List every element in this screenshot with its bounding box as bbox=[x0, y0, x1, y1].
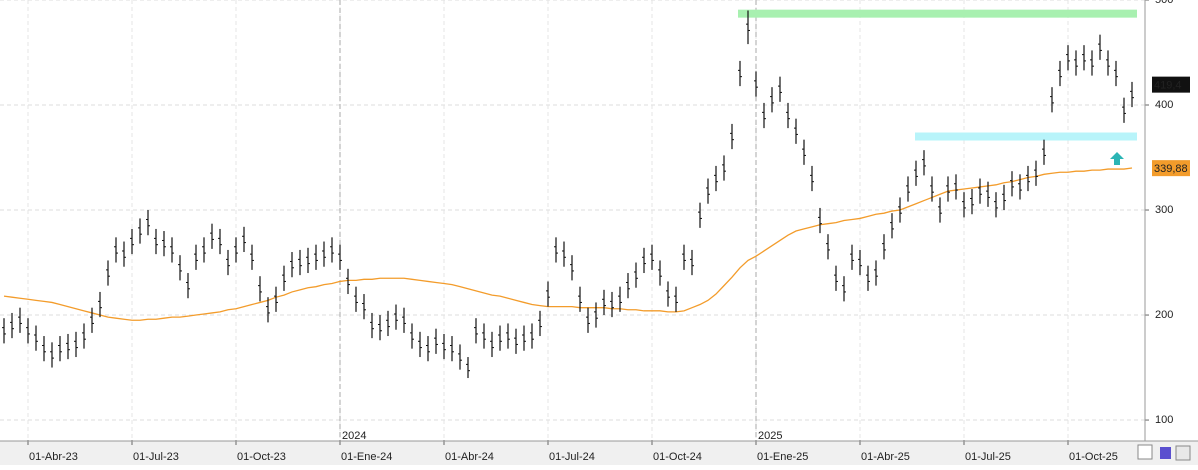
moving-average-line bbox=[3, 167, 1133, 321]
y-tick-label: 300 bbox=[1155, 204, 1173, 216]
x-tick-label: 01-Ene-25 bbox=[757, 451, 808, 463]
last-value-label: 339,88 bbox=[1154, 163, 1188, 175]
price-zone bbox=[738, 9, 1137, 18]
x-tick-label: 01-Oct-24 bbox=[653, 451, 702, 463]
grid-button[interactable] bbox=[1175, 445, 1191, 461]
x-tick-label: 01-Oct-25 bbox=[1069, 451, 1118, 463]
x-tick-label: 01-Oct-23 bbox=[237, 451, 286, 463]
x-tick-label: 01-Abr-24 bbox=[445, 451, 494, 463]
scale-button[interactable] bbox=[1137, 444, 1153, 460]
y-tick-label: 400 bbox=[1155, 99, 1173, 111]
x-tick-label: 01-Abr-25 bbox=[861, 451, 910, 463]
year-label: 2025 bbox=[758, 430, 782, 442]
year-label: 2024 bbox=[342, 430, 366, 442]
y-tick-label: 500 bbox=[1155, 0, 1173, 6]
x-axis-band bbox=[0, 441, 1198, 465]
x-tick-label: 01-Abr-23 bbox=[29, 451, 78, 463]
save-button[interactable] bbox=[1160, 447, 1171, 459]
x-tick-label: 01-Ene-24 bbox=[341, 451, 392, 463]
last-value-box bbox=[1152, 76, 1190, 93]
x-tick-label: 01-Jul-24 bbox=[549, 451, 595, 463]
x-tick-label: 01-Jul-25 bbox=[965, 451, 1011, 463]
x-tick-label: 01-Jul-23 bbox=[133, 451, 179, 463]
last-value-label: 419,4 bbox=[1154, 80, 1182, 92]
y-tick-label: 100 bbox=[1155, 414, 1173, 426]
price-zone bbox=[915, 132, 1137, 141]
last-value-box bbox=[1152, 160, 1190, 177]
y-tick-label: 200 bbox=[1155, 309, 1173, 321]
signal-arrow bbox=[1110, 152, 1124, 165]
